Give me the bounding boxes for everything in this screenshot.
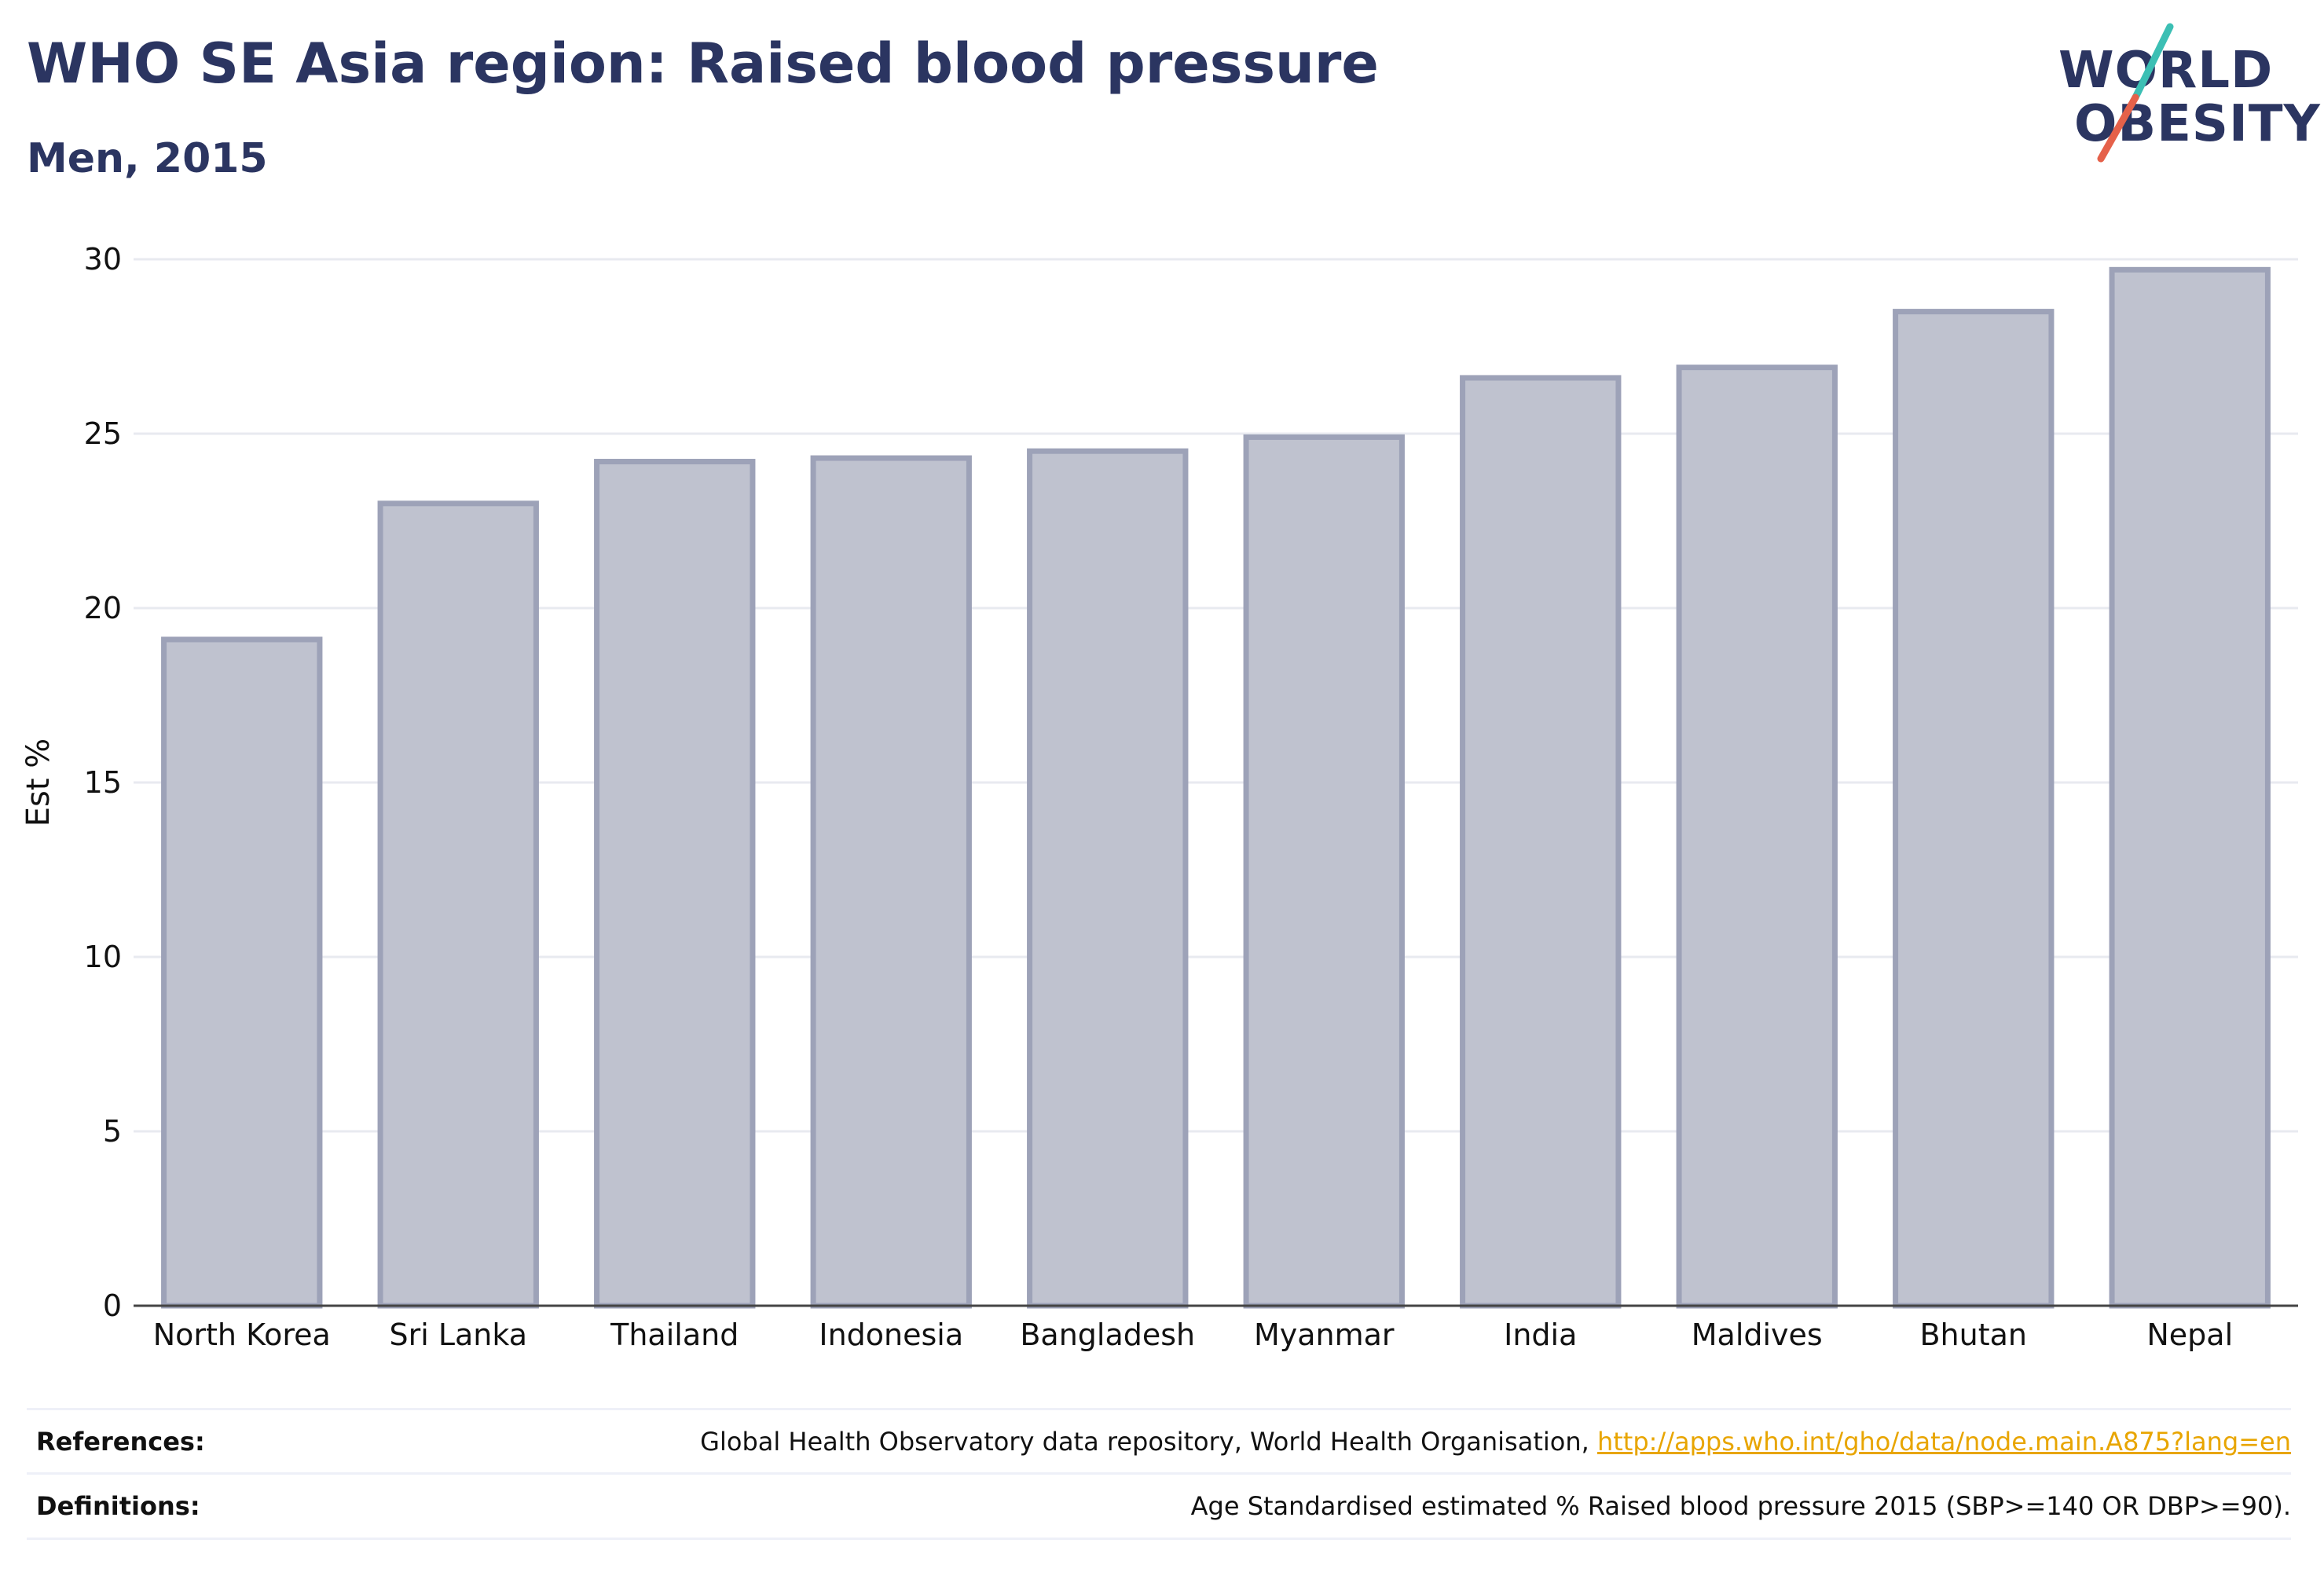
- bar-india: [1460, 375, 1622, 1309]
- y-tick-label: 10: [84, 940, 122, 974]
- y-tick-label: 20: [84, 591, 122, 625]
- bar-indonesia: [810, 455, 972, 1309]
- y-tick-label: 25: [84, 416, 122, 451]
- bar-north-korea: [161, 636, 323, 1309]
- x-tick-label: India: [1504, 1318, 1577, 1352]
- bar-maldives: [1676, 365, 1838, 1309]
- bar-thailand: [594, 459, 756, 1309]
- definitions-value: Age Standardised estimated % Raised bloo…: [1190, 1491, 2291, 1521]
- x-tick-label: North Korea: [153, 1318, 331, 1352]
- bar-myanmar: [1243, 434, 1405, 1309]
- references-text: Global Health Observatory data repositor…: [700, 1427, 1597, 1457]
- references-row: References: Global Health Observatory da…: [27, 1408, 2291, 1473]
- bar-nepal: [2109, 266, 2271, 1309]
- x-tick-label: Bangladesh: [1020, 1318, 1195, 1352]
- bar-bangladesh: [1027, 448, 1189, 1309]
- x-tick-label: Bhutan: [1919, 1318, 2027, 1352]
- world-obesity-logo: WORLD OBESITY: [2043, 22, 2320, 163]
- x-tick-label: Nepal: [2146, 1318, 2233, 1352]
- logo-line-world: WORLD: [2058, 42, 2274, 100]
- bar-sri-lanka: [377, 500, 539, 1309]
- x-tick-label: Thailand: [610, 1318, 739, 1352]
- definitions-label: Definitions:: [36, 1491, 200, 1521]
- definitions-row: Definitions: Age Standardised estimated …: [27, 1472, 2291, 1540]
- chart-subtitle: Men, 2015: [27, 135, 268, 182]
- bars: [161, 266, 2271, 1309]
- references-link[interactable]: http://apps.who.int/gho/data/node.main.A…: [1596, 1427, 2291, 1457]
- x-tick-label: Myanmar: [1254, 1318, 1395, 1352]
- references-label: References:: [36, 1427, 205, 1457]
- y-tick-label: 30: [84, 242, 122, 277]
- x-tick-label: Maldives: [1692, 1318, 1823, 1352]
- y-tick-label: 5: [103, 1114, 122, 1149]
- logo-line-obesity: OBESITY: [2074, 95, 2321, 153]
- chart-title: WHO SE Asia region: Raised blood pressur…: [27, 31, 1379, 96]
- y-tick-labels: 0 5 10 15 20 25 30: [84, 242, 122, 1323]
- y-tick-label: 0: [103, 1288, 122, 1323]
- x-tick-label: Sri Lanka: [389, 1318, 527, 1352]
- y-axis-title: Est %: [20, 739, 57, 827]
- references-value: Global Health Observatory data repositor…: [700, 1427, 2291, 1457]
- logo-slash-icon: [2097, 23, 2174, 163]
- x-tick-labels: North Korea Sri Lanka Thailand Indonesia Ban…: [153, 1318, 2233, 1352]
- x-tick-label: Indonesia: [819, 1318, 963, 1352]
- bar-bhutan: [1893, 309, 2055, 1309]
- bar-chart: 0 5 10 15 20 25 30 North Korea Sri Lanka Thailan…: [20, 242, 2298, 1352]
- y-tick-label: 15: [84, 765, 122, 800]
